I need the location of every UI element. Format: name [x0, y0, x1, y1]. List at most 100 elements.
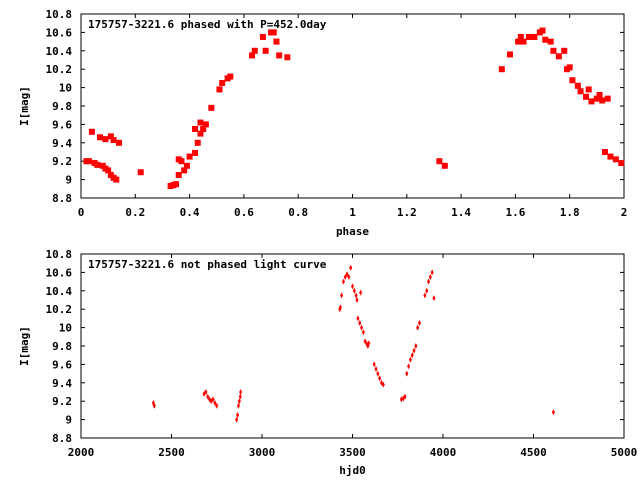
data-point — [338, 304, 342, 311]
data-point — [574, 82, 581, 89]
y-tick-label: 9 — [65, 414, 72, 427]
x-tick-label: 1.2 — [397, 206, 417, 219]
data-point — [347, 274, 351, 280]
data-point — [215, 402, 219, 409]
data-point — [506, 51, 513, 58]
x-tick-label: 2500 — [158, 446, 185, 459]
data-point — [531, 34, 538, 40]
data-point — [612, 156, 619, 163]
x-tick-label: 3000 — [249, 446, 276, 459]
data-point — [110, 137, 117, 144]
data-point — [515, 38, 522, 45]
data-point — [216, 86, 223, 93]
data-point — [107, 133, 114, 140]
data-point — [427, 278, 431, 285]
chart-title: 175757-3221.6 not phased light curve — [88, 258, 327, 271]
data-point — [351, 283, 354, 290]
data-point — [259, 34, 266, 40]
data-point — [239, 389, 243, 395]
data-point — [113, 176, 120, 183]
data-point — [86, 158, 93, 165]
data-point — [428, 274, 432, 280]
data-point — [551, 409, 555, 416]
y-tick-label: 9 — [65, 174, 72, 187]
data-point — [270, 29, 277, 36]
x-tick-label: 0.2 — [125, 206, 145, 219]
x-tick-label: 3500 — [339, 446, 366, 459]
data-point — [236, 402, 240, 409]
y-tick-label: 8.8 — [52, 432, 72, 445]
x-tick-label: 1 — [349, 206, 356, 219]
data-point — [213, 400, 217, 407]
data-point — [360, 324, 364, 331]
data-point — [276, 52, 283, 59]
data-point — [585, 86, 592, 93]
data-point — [374, 366, 378, 372]
data-point — [520, 38, 527, 45]
data-point — [430, 269, 434, 276]
data-point — [604, 95, 611, 102]
x-tick-label: 0 — [78, 206, 85, 219]
data-point — [152, 402, 156, 409]
data-point — [192, 126, 199, 132]
data-point — [425, 287, 429, 294]
data-point — [569, 77, 576, 84]
data-point — [262, 47, 269, 54]
x-tick-label: 2000 — [68, 446, 95, 459]
y-tick-label: 10.4 — [46, 285, 73, 298]
data-point — [358, 320, 362, 326]
data-point — [550, 47, 557, 54]
data-point — [408, 356, 412, 363]
y-tick-label: 10.2 — [46, 303, 73, 316]
data-point — [197, 130, 204, 137]
y-tick-label: 10.8 — [46, 8, 73, 21]
data-point — [345, 271, 349, 278]
data-point — [88, 128, 95, 135]
data-point — [498, 66, 505, 73]
data-point — [137, 169, 144, 176]
data-point — [376, 370, 380, 377]
x-tick-label: 5000 — [611, 446, 638, 459]
data-point — [618, 160, 625, 167]
data-point — [341, 278, 345, 285]
y-tick-label: 10.6 — [46, 266, 73, 279]
data-point — [596, 91, 603, 98]
data-point — [235, 416, 239, 423]
data-point — [372, 361, 376, 368]
data-point — [273, 38, 280, 45]
data-point — [577, 88, 584, 95]
data-point — [105, 167, 112, 174]
y-tick-label: 9.2 — [52, 395, 72, 408]
y-tick-label: 9.4 — [52, 137, 72, 150]
data-point — [352, 287, 356, 294]
y-tick-label: 10 — [59, 82, 72, 95]
data-point — [251, 47, 258, 54]
y-axis-label: I[mag] — [18, 86, 31, 126]
data-point — [238, 393, 242, 400]
data-point — [211, 396, 215, 403]
data-point — [436, 158, 443, 165]
y-tick-label: 9.6 — [52, 358, 72, 371]
x-tick-label: 1.8 — [560, 206, 580, 219]
y-tick-label: 9.8 — [52, 100, 72, 113]
data-point — [359, 289, 363, 296]
data-point — [236, 412, 240, 418]
data-point — [367, 340, 371, 347]
data-point — [284, 54, 291, 61]
data-point — [183, 162, 190, 169]
x-axis-label: hjd0 — [339, 464, 366, 477]
data-point — [173, 181, 180, 188]
data-point — [432, 295, 436, 302]
data-point — [343, 274, 347, 280]
data-point — [441, 162, 448, 169]
data-point — [227, 73, 234, 80]
data-point — [208, 104, 215, 111]
data-point — [94, 161, 101, 168]
x-tick-label: 1.6 — [505, 206, 525, 219]
data-point — [403, 393, 407, 400]
data-point — [249, 52, 256, 59]
data-point — [566, 64, 573, 71]
data-point — [194, 139, 201, 146]
y-axis-label: I[mag] — [18, 326, 31, 366]
